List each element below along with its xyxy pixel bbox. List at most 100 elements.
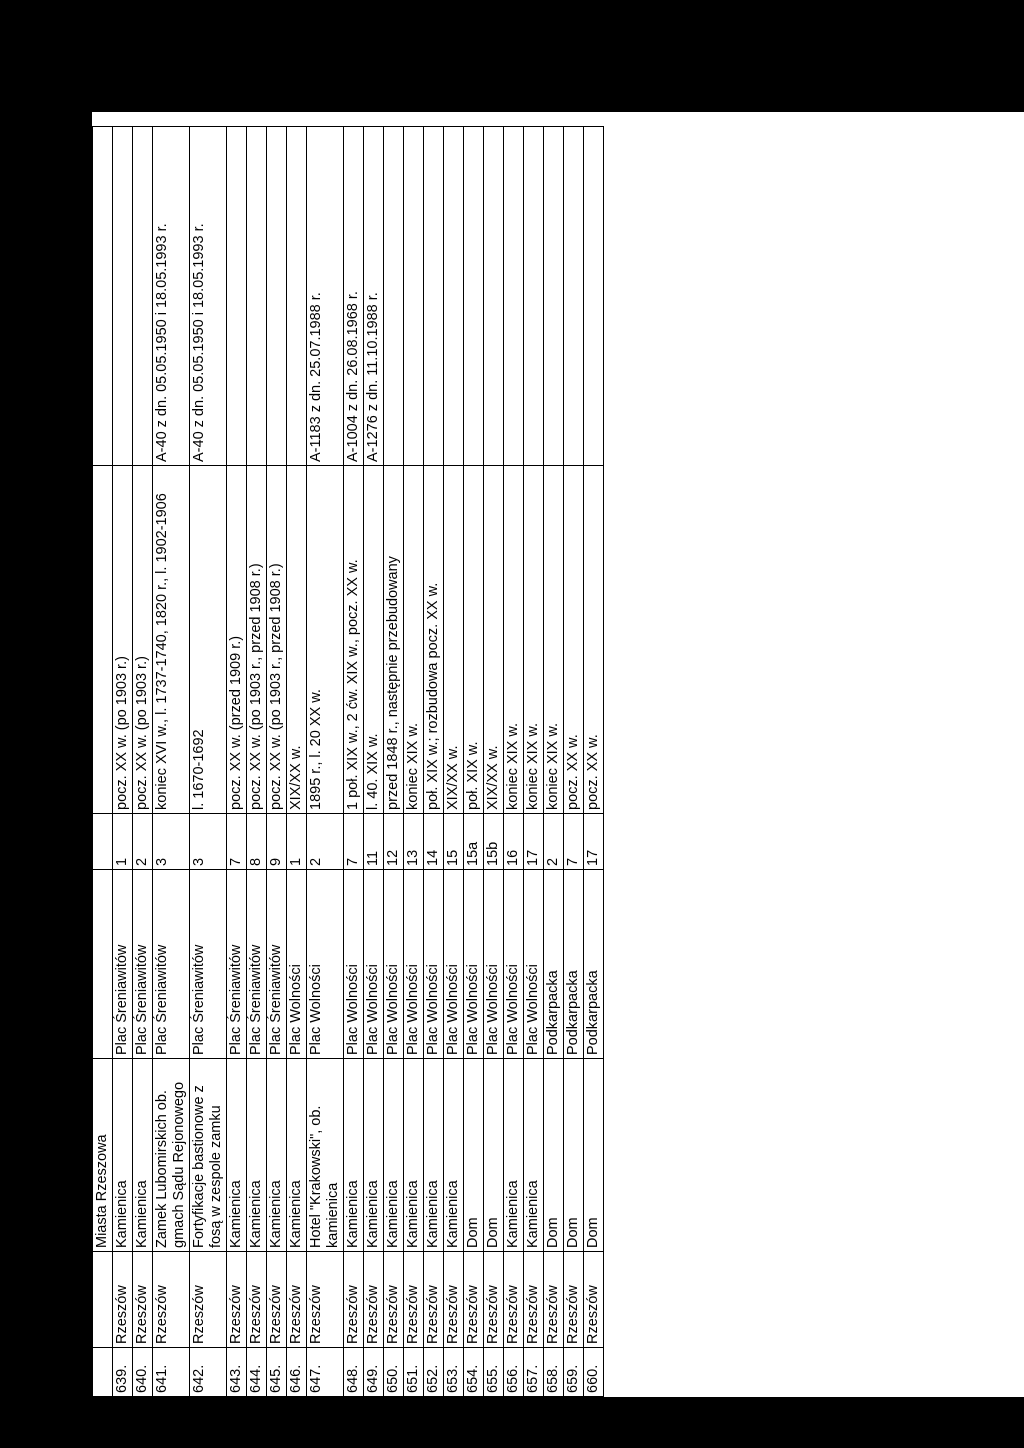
street-cell: Plac Wolności bbox=[483, 869, 504, 1059]
street-cell: Plac Wolności bbox=[383, 869, 404, 1059]
street-cell: Plac Wolności bbox=[423, 869, 444, 1059]
table-row: 660. Rzeszów Dom Podkarpacka 17 pocz. XX w. bbox=[583, 126, 604, 1397]
register-cell bbox=[132, 126, 153, 466]
dating-cell: koniec XVI w., l. 1737-1740, 1820 r., l.… bbox=[152, 465, 190, 814]
street-cell: Plac Wolności bbox=[443, 869, 464, 1059]
table-row: 651. Rzeszów Kamienica Plac Wolności 13 konie… bbox=[403, 126, 424, 1397]
rotated-content: Miasta Rzeszowa 639. Rzeszów Kamienica Plac… bbox=[92, 112, 1024, 1397]
object-cell: Kamienica bbox=[226, 1058, 247, 1252]
register-cell bbox=[286, 126, 307, 466]
table-row: 642. Rzeszów Fortyfikacje bastionowe z fos… bbox=[189, 126, 227, 1397]
house-number-cell: 9 bbox=[266, 813, 287, 870]
city-cell: Rzeszów bbox=[343, 1251, 364, 1348]
register-cell bbox=[226, 126, 247, 466]
house-number-cell: 7 bbox=[226, 813, 247, 870]
table-row: 655. Rzeszów Dom Plac Wolności 15b XIX/XX w. bbox=[483, 126, 504, 1397]
row-number: 658. bbox=[543, 1347, 564, 1397]
object-cell: Kamienica bbox=[443, 1058, 464, 1252]
object-cell: Kamienica bbox=[363, 1058, 384, 1252]
house-number-cell: 1 bbox=[112, 813, 133, 870]
house-number-cell: 17 bbox=[583, 813, 604, 870]
row-number: 647. bbox=[306, 1347, 344, 1397]
street-cell: Plac Wolności bbox=[463, 869, 484, 1059]
street-cell: Plac Wolności bbox=[286, 869, 307, 1059]
dating-cell: l. 1670-1692 bbox=[189, 465, 227, 814]
dating-cell: koniec XIX w. bbox=[503, 465, 524, 814]
object-cell: Kamienica bbox=[423, 1058, 444, 1252]
city-cell: Rzeszów bbox=[383, 1251, 404, 1348]
house-number-cell: 3 bbox=[152, 813, 190, 870]
register-cell bbox=[112, 126, 133, 466]
object-cell: Dom bbox=[583, 1058, 604, 1252]
table-row: 645. Rzeszów Kamienica Plac Śreniawitów 9 poc… bbox=[266, 126, 287, 1397]
house-number-cell: 2 bbox=[543, 813, 564, 870]
house-number-cell: 17 bbox=[523, 813, 544, 870]
street-cell: Podkarpacka bbox=[563, 869, 584, 1059]
house-number-cell: 7 bbox=[563, 813, 584, 870]
house-number-cell: 15a bbox=[463, 813, 484, 870]
table-row: 639. Rzeszów Kamienica Plac Śreniawitów 1 poc… bbox=[112, 126, 133, 1397]
register-cell bbox=[403, 126, 424, 466]
dating-cell: poł. XIX w.; rozbudowa pocz. XX w. bbox=[423, 465, 444, 814]
row-number: 643. bbox=[226, 1347, 247, 1397]
object-cell: Dom bbox=[563, 1058, 584, 1252]
table-row: 650. Rzeszów Kamienica Plac Wolności 12 przed… bbox=[383, 126, 404, 1397]
city-cell: Rzeszów bbox=[543, 1251, 564, 1348]
house-number-cell: 14 bbox=[423, 813, 444, 870]
dating-cell: koniec XIX w. bbox=[523, 465, 544, 814]
register-cell: A-1276 z dn. 11.10.1988 r. bbox=[363, 126, 384, 466]
object-cell: Dom bbox=[543, 1058, 564, 1252]
street-cell: Plac Śreniawitów bbox=[266, 869, 287, 1059]
row-number: 656. bbox=[503, 1347, 524, 1397]
dating-cell: 1 poł. XIX w., 2 ćw. XIX w., pocz. XX w. bbox=[343, 465, 364, 814]
table-row: 647. Rzeszów Hotel "Krakowski", ob. kamien… bbox=[306, 126, 344, 1397]
row-number: 648. bbox=[343, 1347, 364, 1397]
register-cell bbox=[563, 126, 584, 466]
object-cell: Kamienica bbox=[503, 1058, 524, 1252]
street-cell: Plac Wolności bbox=[343, 869, 364, 1059]
row-number: 650. bbox=[383, 1347, 404, 1397]
dating-cell: l. 40. XIX w. bbox=[363, 465, 384, 814]
table-row: 646. Rzeszów Kamienica Plac Wolności 1 XIX/XX… bbox=[286, 126, 307, 1397]
object-cell: Kamienica bbox=[403, 1058, 424, 1252]
house-number-cell: 16 bbox=[503, 813, 524, 870]
table-row: 658. Rzeszów Dom Podkarpacka 2 koniec XIX w. bbox=[543, 126, 564, 1397]
city-cell: Rzeszów bbox=[563, 1251, 584, 1348]
object-cell: Kamienica bbox=[132, 1058, 153, 1252]
table-row: 656. Rzeszów Kamienica Plac Wolności 16 konie… bbox=[503, 126, 524, 1397]
row-number: 655. bbox=[483, 1347, 504, 1397]
dating-cell: koniec XIX w. bbox=[403, 465, 424, 814]
register-cell: A-40 z dn. 05.05.1950 i 18.05.1993 r. bbox=[189, 126, 227, 466]
house-number-cell: 2 bbox=[306, 813, 344, 870]
dating-cell: pocz. XX w. bbox=[563, 465, 584, 814]
header-cell-empty bbox=[92, 1347, 113, 1397]
object-cell: Kamienica bbox=[343, 1058, 364, 1252]
table-row: 652. Rzeszów Kamienica Plac Wolności 14 poł. … bbox=[423, 126, 444, 1397]
city-cell: Rzeszów bbox=[152, 1251, 190, 1348]
header-cell-empty bbox=[92, 869, 113, 1059]
object-cell: Kamienica bbox=[523, 1058, 544, 1252]
table-row: 641. Rzeszów Zamek Lubomirskich ob. gmach … bbox=[152, 126, 190, 1397]
city-cell: Rzeszów bbox=[503, 1251, 524, 1348]
street-cell: Podkarpacka bbox=[543, 869, 564, 1059]
table-row: 657. Rzeszów Kamienica Plac Wolności 17 konie… bbox=[523, 126, 544, 1397]
row-number: 652. bbox=[423, 1347, 444, 1397]
city-cell: Rzeszów bbox=[266, 1251, 287, 1348]
city-cell: Rzeszów bbox=[443, 1251, 464, 1348]
house-number-cell: 12 bbox=[383, 813, 404, 870]
header-cell-empty bbox=[92, 1251, 113, 1348]
house-number-cell: 1 bbox=[286, 813, 307, 870]
dating-cell: pocz. XX w. (po 1903 r.) bbox=[132, 465, 153, 814]
city-cell: Rzeszów bbox=[286, 1251, 307, 1348]
street-cell: Plac Śreniawitów bbox=[132, 869, 153, 1059]
register-cell bbox=[266, 126, 287, 466]
register-cell bbox=[583, 126, 604, 466]
street-cell: Podkarpacka bbox=[583, 869, 604, 1059]
object-cell: Kamienica bbox=[112, 1058, 133, 1252]
header-cell-empty bbox=[92, 465, 113, 814]
table-row: 649. Rzeszów Kamienica Plac Wolności 11 l. 40… bbox=[363, 126, 384, 1397]
dating-cell: pocz. XX w. (przed 1909 r.) bbox=[226, 465, 247, 814]
city-cell: Rzeszów bbox=[523, 1251, 544, 1348]
table-row: 659. Rzeszów Dom Podkarpacka 7 pocz. XX w. bbox=[563, 126, 584, 1397]
object-cell: Dom bbox=[463, 1058, 484, 1252]
